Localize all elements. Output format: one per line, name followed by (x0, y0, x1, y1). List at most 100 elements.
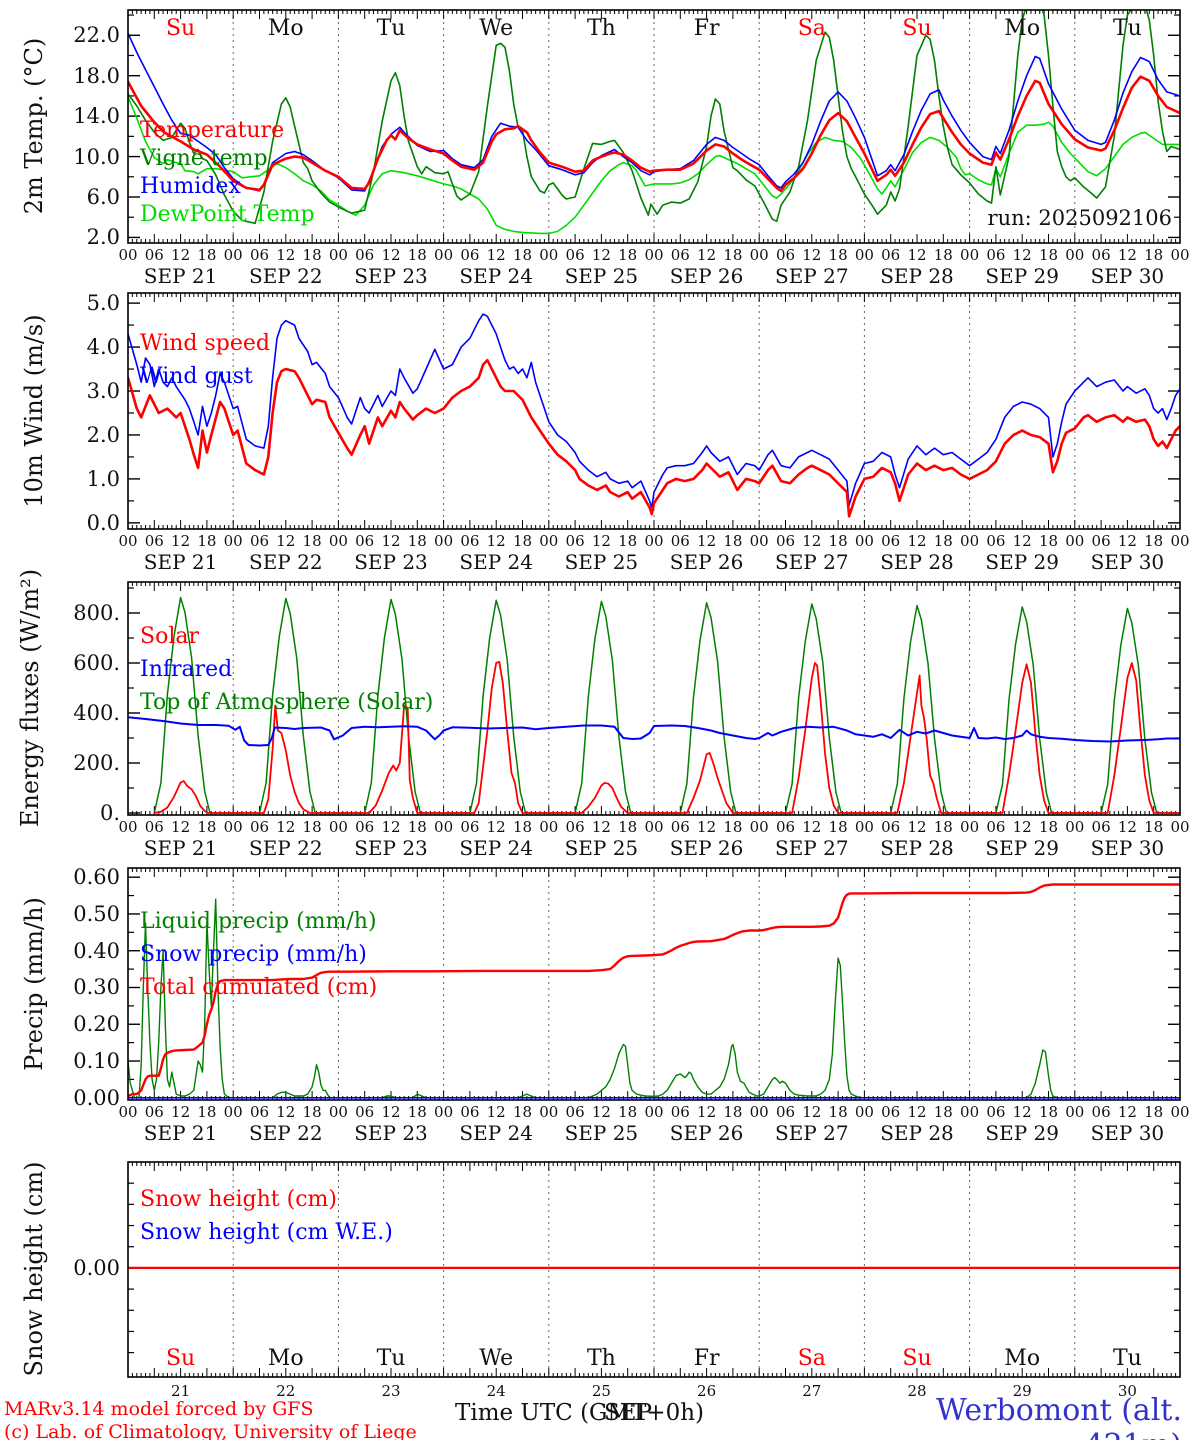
legend-item: Snow height (cm) (140, 1187, 337, 1212)
x-date-label: SEP 23 (354, 1121, 428, 1145)
x-hour-label: 18 (828, 1103, 848, 1121)
x-hour-label: 06 (249, 1103, 270, 1121)
x-hour-label: 00 (539, 532, 559, 550)
x-date-label: SEP 24 (459, 264, 533, 288)
legend-item: Liquid precip (mm/h) (140, 909, 377, 934)
x-hour-label: 12 (802, 1103, 822, 1121)
legend-item: Temperature (140, 118, 285, 143)
x-hour-label: 00 (960, 246, 980, 264)
x-date-label: SEP 23 (354, 836, 428, 860)
y-tick-label: 0.60 (73, 865, 120, 890)
x-hour-label: 06 (775, 246, 796, 264)
x-hour-label: 06 (775, 532, 796, 550)
x-date-label: SEP 21 (143, 550, 218, 574)
x-date-label: SEP 27 (775, 264, 849, 288)
y-tick-label: 5.0 (86, 291, 120, 316)
x-hour-label: 06 (775, 1103, 796, 1121)
x-hour-label: 12 (486, 246, 506, 264)
day-number-label: 21 (171, 1382, 191, 1400)
x-hour-label: 06 (144, 1103, 164, 1121)
y-tick-label: 0.30 (73, 975, 120, 1000)
x-hour-label: 12 (486, 818, 506, 836)
day-name-label-bottom: Sa (797, 1346, 826, 1371)
x-hour-label: 00 (644, 1103, 664, 1121)
x-hour-label: 12 (907, 532, 927, 550)
x-hour-label: 18 (828, 246, 848, 264)
x-hour-label: 18 (302, 532, 322, 550)
x-hour-label: 00 (644, 246, 664, 264)
y-tick-label: 14.0 (73, 104, 120, 129)
x-date-label: SEP 29 (985, 264, 1059, 288)
x-hour-label: 00 (854, 818, 874, 836)
day-name-label-bottom: Tu (1112, 1346, 1142, 1371)
x-hour-label: 06 (460, 532, 480, 550)
day-name-label-bottom: Fr (693, 1346, 720, 1371)
x-hour-label: 18 (933, 818, 953, 836)
y-tick-label: 0.50 (73, 901, 120, 926)
x-hour-label: 18 (618, 532, 638, 550)
x-hour-label: 00 (223, 532, 243, 550)
day-name-label-bottom: Su (165, 1346, 196, 1371)
x-hour-label: 18 (197, 1103, 217, 1121)
x-date-label: SEP 24 (459, 1121, 533, 1145)
x-hour-label: 18 (723, 1103, 743, 1121)
x-hour-label: 12 (591, 1103, 611, 1121)
x-hour-label: 12 (1012, 1103, 1032, 1121)
x-hour-label: 18 (1038, 532, 1059, 550)
x-hour-label: 06 (986, 246, 1006, 264)
day-number-label: 22 (276, 1382, 296, 1400)
x-hour-label: 18 (512, 532, 533, 550)
legend-item: Wind speed (140, 331, 271, 356)
series-dewpoint-temp (128, 96, 1180, 235)
x-hour-label: 12 (1117, 1103, 1137, 1121)
x-hour-label: 00 (118, 1103, 138, 1121)
x-hour-label: 00 (960, 532, 980, 550)
x-hour-label: 06 (249, 818, 270, 836)
day-name-label-top: Mo (1004, 16, 1041, 41)
x-hour-label: 00 (328, 818, 348, 836)
x-hour-label: 06 (460, 818, 480, 836)
x-hour-label: 12 (1012, 818, 1032, 836)
day-number-label: 29 (1012, 1382, 1032, 1400)
x-hour-label: 06 (565, 532, 585, 550)
x-date-label: SEP 28 (880, 550, 954, 574)
x-hour-label: 18 (407, 246, 427, 264)
x-hour-label: 06 (670, 1103, 690, 1121)
x-hour-label: 12 (171, 818, 191, 836)
y-tick-label: 600. (73, 651, 120, 675)
legend-item: Vigne temp (140, 146, 268, 171)
x-hour-label: 12 (802, 246, 822, 264)
x-hour-label: 12 (171, 532, 191, 550)
x-hour-label: 00 (434, 818, 454, 836)
x-hour-label: 06 (1091, 246, 1111, 264)
x-hour-label: 18 (933, 1103, 953, 1121)
x-hour-label: 00 (118, 246, 138, 264)
day-number-label: 23 (381, 1382, 401, 1400)
x-hour-label: 18 (512, 1103, 533, 1121)
legend-item: DewPoint Temp (140, 202, 315, 227)
y-tick-label: 0.0 (86, 510, 120, 535)
x-hour-label: 18 (407, 532, 427, 550)
series-vigne-temp (128, 10, 1180, 225)
x-hour-label: 06 (355, 246, 375, 264)
x-hour-label: 18 (1144, 1103, 1164, 1121)
legend-item: Snow height (cm W.E.) (140, 1220, 393, 1245)
x-date-label: SEP 24 (459, 550, 533, 574)
x-date-label: SEP 28 (880, 836, 954, 860)
x-hour-label: 18 (618, 1103, 638, 1121)
day-name-label-top: Su (165, 16, 196, 41)
day-name-label-top: We (479, 16, 514, 41)
x-hour-label: 06 (460, 1103, 480, 1121)
x-hour-label: 12 (1012, 532, 1032, 550)
y-tick-label: 1.0 (86, 466, 120, 491)
x-hour-label: 06 (881, 532, 901, 550)
x-hour-label: 00 (539, 246, 559, 264)
y-tick-label: 6.0 (86, 185, 120, 209)
series-wind-gust (128, 313, 1180, 509)
x-hour-label: 12 (591, 818, 611, 836)
day-name-label-bottom: Mo (1004, 1346, 1041, 1371)
x-hour-label: 18 (407, 818, 427, 836)
legend-wind: Wind speed Wind gust (140, 327, 270, 393)
x-hour-label: 12 (802, 532, 822, 550)
x-hour-label: 12 (591, 532, 611, 550)
